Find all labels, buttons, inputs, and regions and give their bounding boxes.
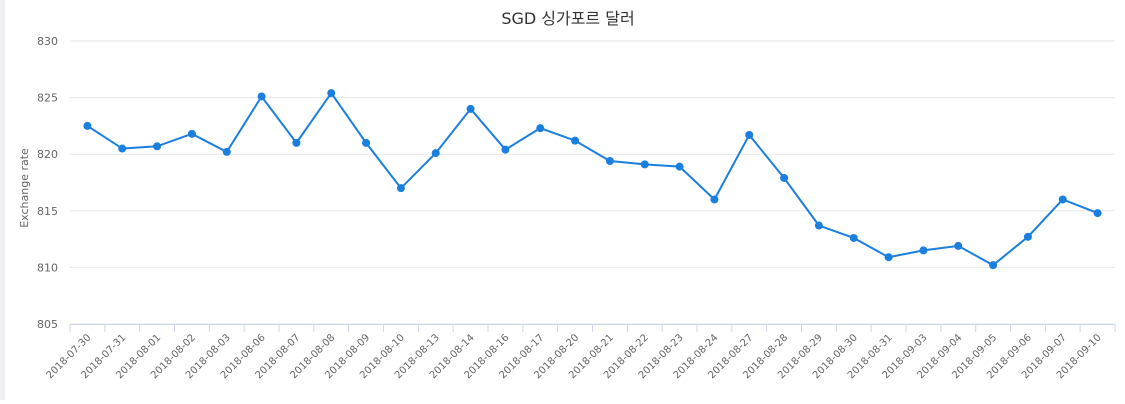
data-point — [884, 253, 893, 262]
data-point — [83, 121, 92, 130]
data-point — [780, 173, 789, 182]
data-point — [536, 124, 545, 133]
data-point — [919, 246, 928, 255]
data-point — [1023, 232, 1032, 241]
y-tick-label: 825 — [37, 92, 58, 105]
data-point — [675, 162, 684, 171]
data-point — [849, 233, 858, 242]
data-point — [327, 89, 336, 98]
data-point — [814, 221, 823, 230]
data-point — [396, 184, 405, 193]
data-point — [257, 92, 266, 101]
series-line — [86, 91, 1098, 267]
data-point — [605, 156, 614, 165]
data-point — [640, 160, 649, 169]
data-point — [153, 142, 162, 151]
chart-title: SGD 싱가포르 달러 — [501, 9, 634, 28]
y-tick-label: 815 — [37, 205, 58, 218]
line-chart: SGD 싱가포르 달러 Exchange rate 805 810 815 820 82… — [18, 9, 1116, 381]
data-point — [501, 145, 510, 154]
y-axis-label: Exchange rate — [18, 148, 31, 228]
data-point — [745, 130, 754, 139]
data-point — [710, 195, 719, 204]
data-point — [292, 138, 301, 147]
data-point — [466, 104, 475, 113]
data-point — [431, 149, 440, 158]
data-point — [362, 138, 371, 147]
y-tick-label: 810 — [37, 261, 58, 274]
data-point — [222, 147, 231, 156]
y-tick-label: 820 — [37, 148, 58, 161]
data-point — [571, 136, 580, 145]
data-point — [989, 261, 998, 270]
data-point — [1093, 209, 1102, 218]
y-tick-label: 805 — [37, 318, 58, 331]
data-point — [118, 144, 127, 153]
y-tick-label: 830 — [37, 35, 58, 48]
data-point — [954, 241, 963, 250]
data-point — [187, 129, 196, 138]
data-point — [1058, 195, 1067, 204]
